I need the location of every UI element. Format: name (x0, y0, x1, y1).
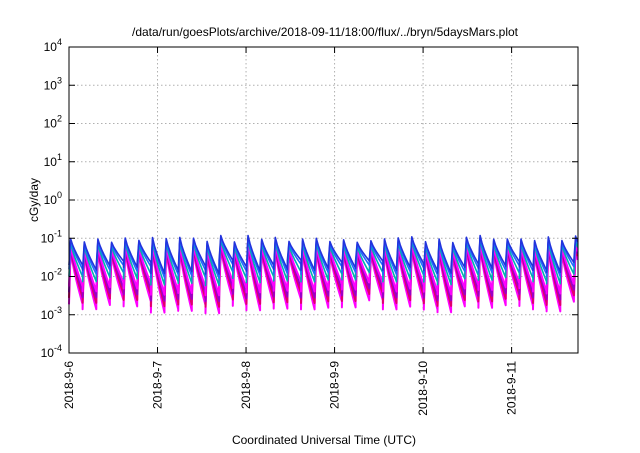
y-tick-label: 100 (44, 190, 62, 207)
x-tick-label: 2018-9-9 (328, 361, 342, 409)
y-tick-label: 10-4 (41, 343, 62, 360)
y-tick-label: 104 (44, 37, 62, 54)
y-tick-label: 101 (44, 152, 62, 169)
x-tick-label: 2018-9-10 (416, 361, 430, 416)
y-tick-label: 10-3 (41, 305, 62, 322)
y-axis-ticks: 10-4 10-3 10-2 10-1 100 101 102 103 104 (41, 37, 578, 360)
y-axis-label: cGy/day (27, 178, 41, 222)
y-tick-label: 103 (44, 75, 62, 92)
series-group (68, 234, 579, 315)
x-tick-label: 2018-9-8 (239, 361, 253, 409)
x-tick-label: 2018-9-11 (505, 361, 519, 415)
y-tick-label: 102 (44, 114, 62, 131)
grid-lines (68, 47, 578, 353)
x-axis-ticks: 2018-9-6 2018-9-7 2018-9-8 2018-9-9 2018-9-1… (62, 47, 519, 416)
y-tick-label: 10-2 (41, 267, 62, 284)
x-axis-label: Coordinated Universal Time (UTC) (232, 433, 416, 447)
x-tick-label: 2018-9-7 (151, 361, 165, 409)
x-tick-label: 2018-9-6 (62, 361, 76, 409)
series-line (68, 234, 579, 275)
y-tick-label: 10-1 (41, 228, 62, 245)
chart-title: /data/run/goesPlots/archive/2018-09-11/1… (132, 25, 519, 39)
